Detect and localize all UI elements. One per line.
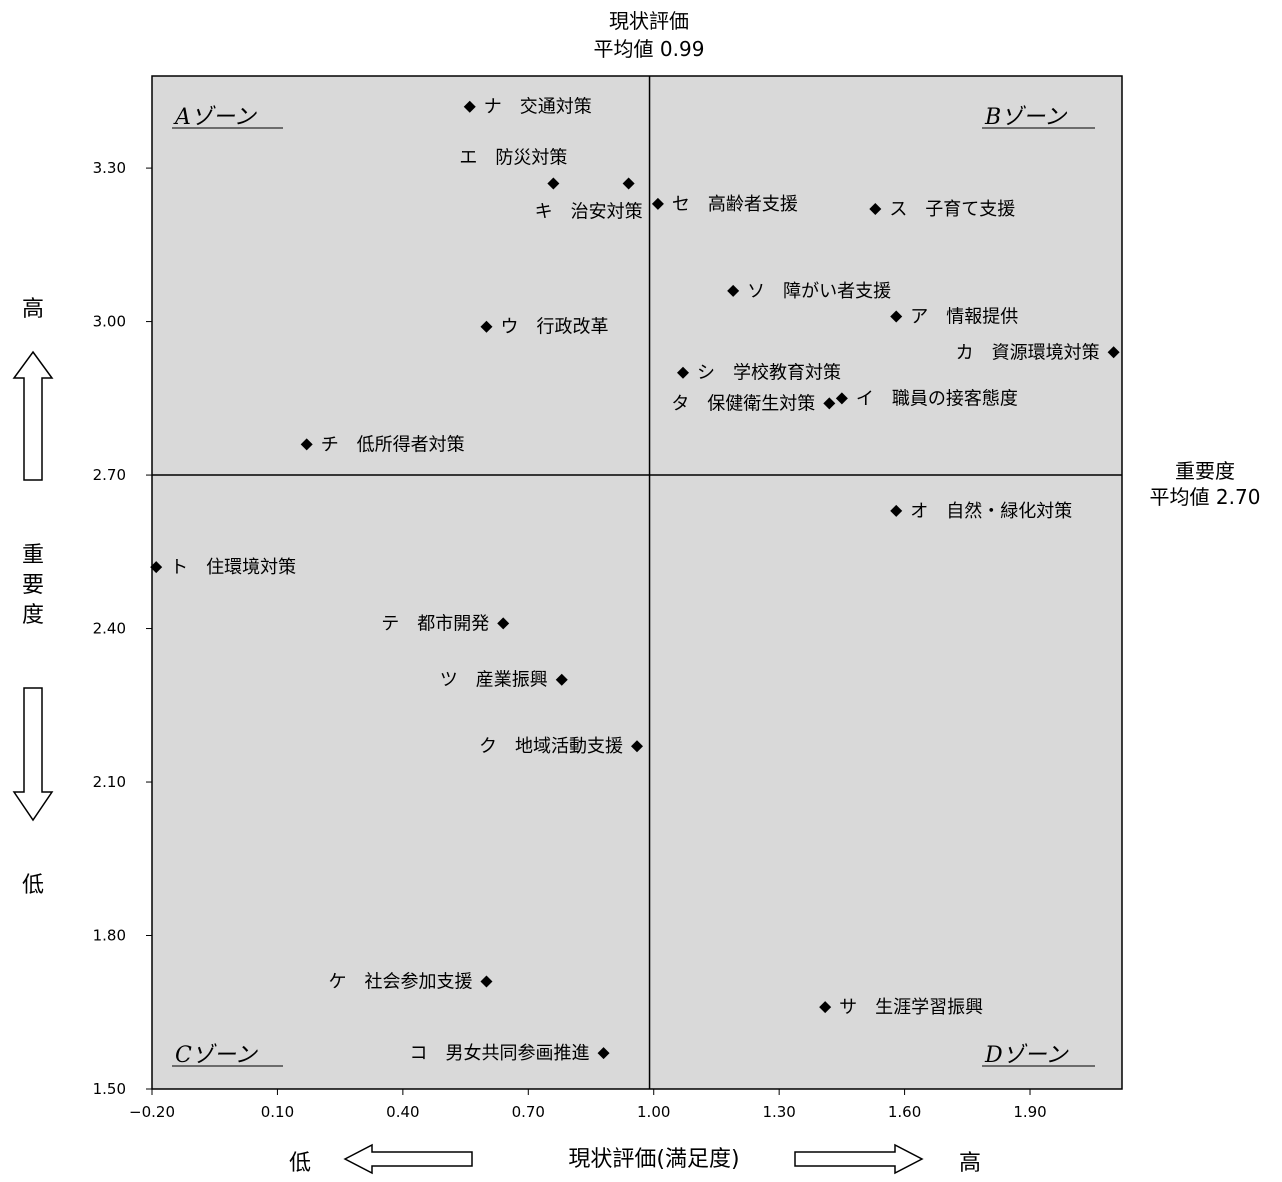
data-point-label: カ 資源環境対策 — [956, 342, 1100, 363]
mean-x-title: 現状評価 — [609, 9, 689, 33]
data-point-marker — [727, 284, 740, 297]
data-point-label: ツ 産業振興 — [440, 670, 548, 691]
x-right-arrow — [794, 1143, 924, 1175]
data-point-marker — [631, 740, 643, 753]
y-tick-label: 1.80 — [93, 927, 126, 945]
data-point-label: ウ 行政改革 — [500, 317, 608, 338]
x-tick-label: 1.60 — [888, 1103, 921, 1121]
data-point-marker — [497, 617, 510, 630]
data-point-marker — [480, 320, 493, 333]
data-point-marker — [300, 438, 313, 451]
data-point-label: ト 住環境対策 — [170, 557, 296, 578]
y-high-label: 高 — [22, 297, 44, 322]
x-tick-label: 1.90 — [1013, 1103, 1046, 1121]
y-low-label: 低 — [22, 873, 44, 898]
y-axis-label: 重要度 — [22, 543, 44, 628]
mean-x-value: 平均値 0.99 — [594, 37, 705, 61]
data-point-marker — [835, 392, 848, 405]
zone-a-label: Aゾーン — [173, 105, 258, 130]
data-point-label: セ 高齢者支援 — [672, 194, 798, 215]
y-up-arrow — [12, 350, 54, 481]
y-tick-label: 3.00 — [93, 313, 126, 331]
data-point-label: イ 職員の接客態度 — [856, 388, 1018, 409]
y-tick-label: 2.10 — [93, 773, 126, 791]
data-point-marker — [819, 1001, 832, 1014]
data-point-label: チ 低所得者対策 — [321, 434, 465, 455]
data-point-marker — [1107, 346, 1120, 359]
data-point-marker — [869, 203, 882, 216]
x-left-arrow — [343, 1143, 473, 1175]
data-point-marker — [463, 100, 476, 113]
mean-lines — [152, 76, 1122, 1089]
x-axis-label: 現状評価(満足度) — [568, 1147, 739, 1172]
data-point-label: オ 自然・緑化対策 — [910, 501, 1072, 522]
y-tick-label: 2.70 — [93, 466, 126, 484]
y-down-arrow — [12, 687, 54, 822]
data-point-marker — [823, 397, 836, 410]
data-point-marker — [547, 177, 560, 190]
x-tick-label: 1.00 — [637, 1103, 670, 1121]
data-point-marker — [651, 197, 664, 210]
y-tick-label: 2.40 — [93, 620, 126, 638]
data-point-label: コ 男女共同参画推進 — [410, 1043, 590, 1064]
data-point-marker — [480, 975, 493, 988]
data-point-marker — [890, 310, 903, 323]
x-tick-label: 0.70 — [512, 1103, 545, 1121]
data-point-label: ク 地域活動支援 — [479, 736, 623, 757]
data-point-label: エ 防災対策 — [459, 147, 567, 168]
zone-d-label: Dゾーン — [984, 1043, 1070, 1068]
zone-c-label: Cゾーン — [175, 1043, 259, 1068]
x-low-label: 低 — [289, 1151, 311, 1176]
data-point-label: ナ 交通対策 — [484, 97, 592, 118]
mean-y-title: 重要度 — [1175, 459, 1235, 483]
data-point-label: ア 情報提供 — [910, 306, 1018, 327]
x-tick-label: −0.20 — [129, 1103, 175, 1121]
data-point-label: サ 生涯学習振興 — [839, 997, 983, 1018]
x-tick-label: 1.30 — [762, 1103, 795, 1121]
x-high-label: 高 — [959, 1151, 981, 1176]
data-point-label: ケ 社会参加支援 — [328, 972, 472, 993]
data-point-marker — [597, 1047, 610, 1060]
mean-y-value: 平均値 2.70 — [1150, 485, 1261, 509]
x-tick-label: 0.10 — [261, 1103, 294, 1121]
data-point-marker — [622, 177, 635, 190]
data-point-label: ス 子育て支援 — [889, 199, 1015, 220]
y-tick-label: 3.30 — [93, 159, 126, 177]
plot-area — [151, 75, 1123, 1090]
data-point-marker — [890, 504, 903, 517]
data-point-label: シ 学校教育対策 — [697, 363, 841, 384]
data-point-label: ソ 障がい者支援 — [747, 281, 891, 302]
data-point-label: タ 保健衛生対策 — [671, 393, 815, 414]
y-tick-label: 1.50 — [93, 1080, 126, 1098]
x-tick-label: 0.40 — [386, 1103, 419, 1121]
axis-ticks: −0.20 0.10 0.40 0.70 1.00 1.30 1.60 1.90 1.50 1.8… — [93, 159, 1047, 1121]
data-point-label: テ 都市開発 — [381, 613, 489, 634]
data-point-marker — [555, 673, 568, 686]
zone-b-label: Bゾーン — [984, 105, 1068, 130]
data-point-marker — [150, 561, 163, 574]
data-point-marker — [676, 366, 689, 379]
data-point-label: キ 治安対策 — [535, 201, 643, 222]
